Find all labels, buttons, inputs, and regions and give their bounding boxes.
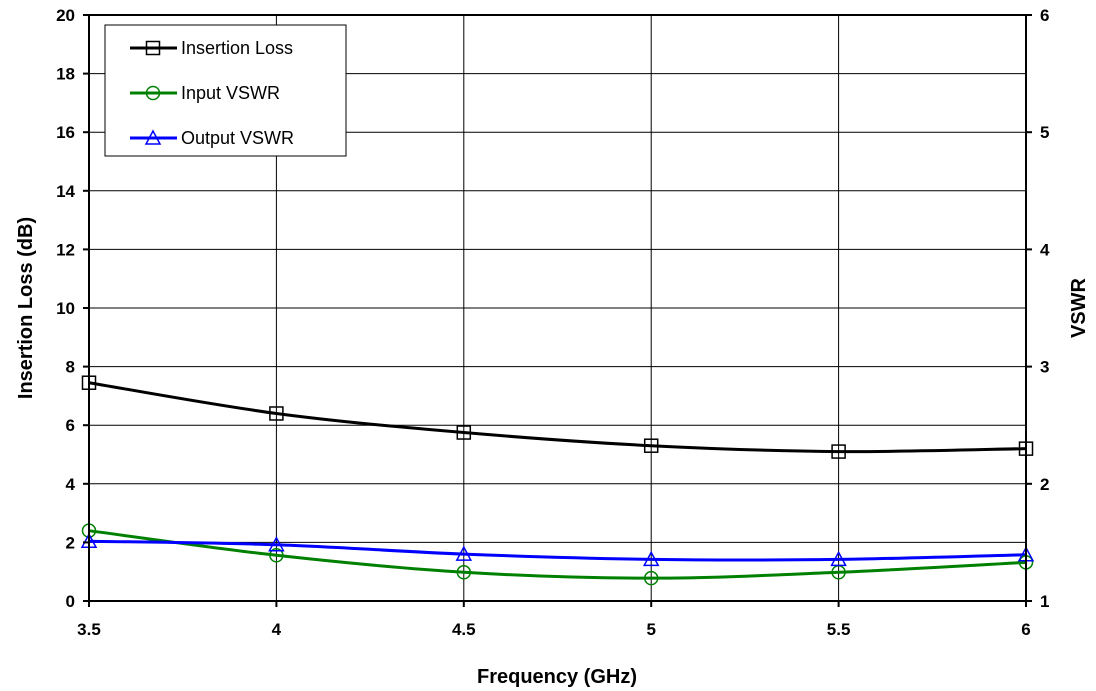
y-tick-label: 0 <box>66 592 75 611</box>
y-tick-label: 16 <box>56 123 75 142</box>
y-tick-label: 8 <box>66 358 75 377</box>
legend-marker-triangle <box>144 129 162 145</box>
y-tick-label: 6 <box>66 416 75 435</box>
y-tick-label: 10 <box>56 299 75 318</box>
data-point-square <box>269 406 284 421</box>
y-tick-label: 12 <box>56 240 75 259</box>
series-line-circle <box>88 529 1027 580</box>
x-tick-label: 4.5 <box>452 620 476 639</box>
y2-tick-label: 2 <box>1040 475 1049 494</box>
y2-tick-label: 5 <box>1040 123 1049 142</box>
y-tick-label: 14 <box>56 182 75 201</box>
data-point-triangle <box>455 545 473 561</box>
legend-marker-square <box>145 40 161 56</box>
x-tick-label: 5 <box>646 620 655 639</box>
data-point-triangle <box>268 536 285 552</box>
legend-label: Output VSWR <box>181 128 294 148</box>
y-tick-label: 4 <box>66 475 76 494</box>
y2-tick-label: 1 <box>1040 592 1049 611</box>
y-tick-label: 18 <box>56 65 75 84</box>
y2-tick-label: 6 <box>1040 6 1049 25</box>
x-tick-label: 5.5 <box>827 620 851 639</box>
series-markers <box>80 375 1035 586</box>
y2-tick-label: 3 <box>1040 358 1049 377</box>
data-point-circle <box>643 570 659 586</box>
data-point-square <box>456 425 472 440</box>
x-tick-label: 6 <box>1021 620 1030 639</box>
y-tick-label: 20 <box>56 6 75 25</box>
data-point-square <box>831 444 846 459</box>
series-lines <box>88 381 1027 580</box>
series-line-square <box>88 381 1027 454</box>
legend-label: Input VSWR <box>181 83 280 103</box>
data-point-circle <box>269 548 284 563</box>
y-tick-label: 2 <box>66 533 75 552</box>
x-tick-label: 3.5 <box>77 620 101 639</box>
data-point-square <box>643 438 659 453</box>
legend: Insertion Loss Input VSWR Output VSWR <box>104 24 347 157</box>
data-point-circle <box>456 565 472 580</box>
series-line-triangle <box>88 539 1027 562</box>
legend-label: Insertion Loss <box>181 38 293 58</box>
x-tick-label: 4 <box>272 620 282 639</box>
data-point-triangle <box>642 550 660 567</box>
y2-axis-title: VSWR <box>1068 277 1090 338</box>
data-point-triangle <box>830 550 847 567</box>
legend-marker-circle <box>145 85 161 101</box>
y-axis-title: Insertion Loss (dB) <box>15 217 37 399</box>
x-axis-title: Frequency (GHz) <box>477 666 637 688</box>
y2-tick-label: 4 <box>1040 240 1050 259</box>
